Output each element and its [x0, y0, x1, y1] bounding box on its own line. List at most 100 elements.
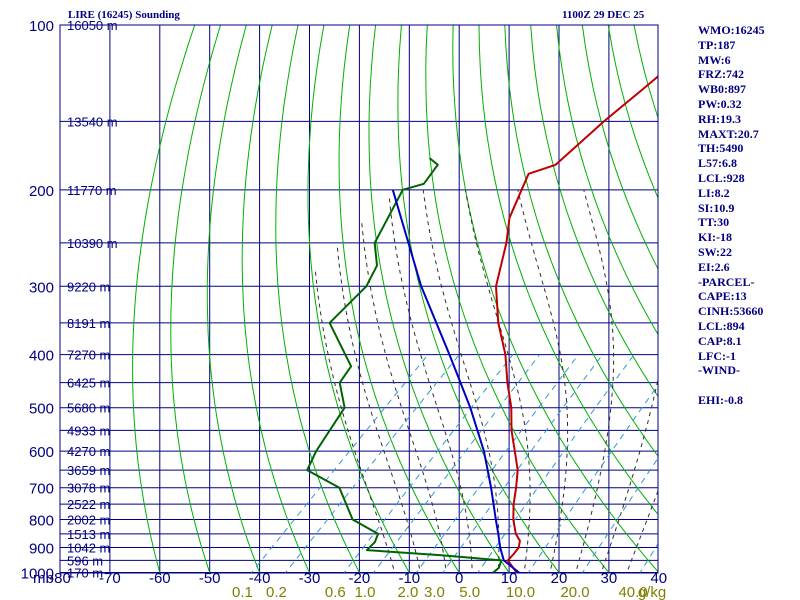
mixing-ratio-line: [476, 354, 635, 573]
height-level-label: 4933 m: [67, 423, 110, 438]
temperature-tick-label: -10: [398, 570, 420, 587]
index-item: [698, 378, 765, 393]
dry-adiabat: [581, 25, 658, 270]
dry-adiabat: [780, 0, 800, 584]
index-item: CAP:8.1: [698, 333, 742, 348]
pressure-tick-label: 700: [29, 481, 54, 498]
dry-adiabat: [452, 25, 658, 573]
height-level-label: 3659 m: [67, 463, 110, 478]
temperature-tick-label: 20: [551, 570, 568, 587]
mixing-ratio-line: [441, 354, 603, 573]
dry-adiabat: [397, 25, 560, 573]
dry-adiabat: [425, 25, 610, 573]
dry-adiabat: [530, 25, 658, 398]
pressure-unit-label: mb: [33, 570, 54, 587]
index-item: MAXT:20.7: [698, 126, 759, 141]
index-item: EHI:-0.8: [698, 392, 743, 407]
index-item: -PARCEL-: [698, 274, 755, 289]
height-level-label: 13540 m: [67, 114, 118, 129]
moist-adiabat: [517, 189, 569, 573]
mixing-ratio-unit-label: g/kg: [638, 584, 666, 600]
index-item: LCL:928: [698, 170, 745, 185]
pressure-tick-label: 200: [29, 183, 54, 200]
mixing-ratio-label: 2.0: [397, 584, 418, 600]
mixing-ratio-line: [284, 354, 460, 573]
dry-adiabat: [478, 25, 658, 516]
height-level-label: 3078 m: [67, 481, 110, 496]
dry-adiabat: [555, 25, 658, 336]
index-item: WB0:897: [698, 82, 746, 97]
index-item: TH:5490: [698, 141, 744, 156]
height-level-label: 8191 m: [67, 316, 110, 331]
mixing-ratio-line: [527, 384, 658, 573]
index-item: -WIND-: [698, 363, 740, 378]
height-level-label: 4270 m: [67, 444, 110, 459]
index-item: CAPE:13: [698, 289, 747, 304]
dry-adiabat: [504, 25, 658, 457]
moist-adiabat: [422, 189, 500, 573]
height-level-label: 170 m: [67, 566, 103, 581]
dry-adiabat: [307, 25, 411, 573]
index-item: KI:-18: [698, 230, 732, 245]
temperature-trace: [495, 75, 658, 573]
pressure-tick-label: 1000: [21, 566, 54, 583]
temperature-tick-label: 10: [501, 570, 518, 587]
height-level-label: 10390 m: [67, 236, 118, 251]
temperature-tick-label: -30: [299, 570, 321, 587]
indices-list: WMO:16245 TP:187 MW:6 FRZ:742 WB0:897 PW:0.32…: [698, 23, 765, 408]
pressure-tick-label: 600: [29, 444, 54, 461]
index-item: LCL:894: [698, 318, 745, 333]
index-item: LI:8.2: [698, 185, 730, 200]
mixing-ratio-line: [343, 354, 514, 573]
station-title: LIRE (16245) Sounding: [68, 9, 180, 21]
temperature-tick-label: -20: [349, 570, 371, 587]
dry-adiabat: [132, 25, 196, 573]
height-level-label: 5680 m: [67, 401, 110, 416]
temperature-tick-label: -60: [149, 570, 171, 587]
mixing-ratio-label: 0.2: [266, 584, 287, 600]
moist-adiabat: [361, 223, 447, 573]
mixing-ratio-label: 20.0: [560, 584, 589, 600]
index-item: RH:19.3: [698, 111, 741, 126]
height-level-label: 1513 m: [67, 527, 110, 542]
plot-frame: [59, 24, 659, 574]
valid-time: 1100Z 29 DEC 25: [562, 9, 645, 21]
height-level-label: 16050 m: [67, 18, 118, 33]
mixing-ratio-label: 5.0: [459, 584, 480, 600]
index-item: TP:187: [698, 37, 736, 52]
mixing-ratio-label: 10.0: [506, 584, 535, 600]
mixing-ratio-label: 3.0: [424, 584, 445, 600]
index-item: MW:6: [698, 52, 731, 67]
parcel-trace: [391, 189, 521, 573]
mixing-ratio-label: 0.1: [232, 584, 253, 600]
height-level-label: 9220 m: [67, 279, 110, 294]
index-item: WMO:16245: [698, 23, 765, 37]
height-level-label: 596 m: [67, 553, 103, 568]
temperature-tick-label: 40: [650, 570, 667, 587]
dry-adiabat: [275, 25, 361, 573]
index-item: PW:0.32: [698, 96, 742, 111]
height-level-label: 11770 m: [67, 183, 117, 198]
mixing-ratio-line: [250, 354, 429, 573]
index-item: LFC:-1: [698, 348, 736, 363]
moist-adiabat: [600, 376, 658, 573]
moist-adiabat: [464, 189, 531, 573]
index-item: TT:30: [698, 215, 730, 230]
temperature-tick-label: 30: [601, 570, 618, 587]
temperature-tick-label: -40: [249, 570, 271, 587]
index-item: FRZ:742: [698, 67, 744, 82]
pressure-tick-label: 900: [29, 541, 54, 558]
dewpoint-trace: [306, 157, 503, 573]
mixing-ratio-label: 1.0: [355, 584, 376, 600]
moist-adiabat: [314, 269, 396, 573]
dry-adiabat: [368, 25, 511, 573]
height-level-label: 2522 m: [67, 497, 110, 512]
height-level-label: 7270 m: [67, 348, 110, 363]
mixing-ratio-line: [415, 354, 579, 573]
index-item: SW:22: [698, 244, 733, 259]
temperature-tick-label: -80: [49, 570, 71, 587]
mixing-ratio-label: 0.6: [325, 584, 346, 600]
pressure-tick-label: 800: [29, 512, 54, 529]
height-level-label: 2002 m: [67, 512, 110, 527]
